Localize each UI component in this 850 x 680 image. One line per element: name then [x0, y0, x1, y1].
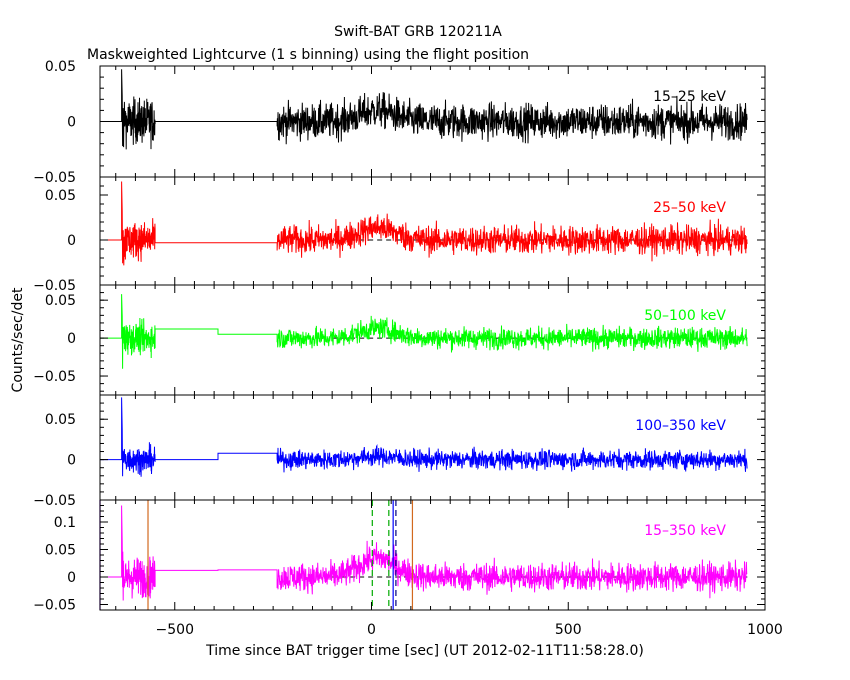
series-100–350 keV — [100, 397, 748, 477]
y-tick-label: −0.05 — [33, 493, 76, 509]
series-50–100 keV — [100, 294, 748, 369]
x-axis: −500 0 500 1000 — [156, 622, 783, 638]
y-tick-label: 0 — [67, 331, 76, 347]
y-tick-label: 0.05 — [45, 59, 76, 75]
panel-3-data — [100, 294, 748, 369]
y-tick-label: 0.05 — [45, 412, 76, 428]
y-tick-label: 0.05 — [45, 293, 76, 309]
x-tick-label: 1000 — [747, 622, 783, 638]
y-tick-label: 0.1 — [54, 515, 76, 531]
x-tick-label: 0 — [367, 622, 376, 638]
y-tick-label: −0.05 — [33, 278, 76, 294]
y-tick-label: −0.05 — [33, 598, 76, 614]
chart-title: Swift-BAT GRB 120211A — [334, 24, 502, 40]
panel-2-data — [100, 181, 748, 266]
x-tick-label: −500 — [156, 622, 194, 638]
y-tick-label: 0 — [67, 115, 76, 131]
chart-subtitle: Maskweighted Lightcurve (1 s binning) us… — [87, 47, 529, 63]
band-label: 15–350 keV — [644, 523, 726, 539]
band-label: 15–25 keV — [653, 89, 726, 105]
panel-4-data — [100, 397, 748, 477]
panel-5: −0.05 0 0.05 0.1 15–350 keV — [33, 499, 766, 614]
band-label: 100–350 keV — [635, 418, 726, 434]
series-25–50 keV — [100, 181, 748, 266]
panel-1-data — [100, 69, 748, 150]
y-tick-label: 0.05 — [45, 543, 76, 559]
y-tick-label: −0.05 — [33, 170, 76, 186]
panel-frame — [99, 394, 766, 501]
y-tick-label: 0 — [67, 570, 76, 586]
x-tick-label: 500 — [555, 622, 582, 638]
y-tick-label: −0.05 — [33, 369, 76, 385]
x-axis-label: Time since BAT trigger time [sec] (UT 20… — [205, 643, 644, 659]
panel-4: −0.05 0 0.05 100–350 keV — [33, 394, 766, 509]
band-label: 25–50 keV — [653, 200, 726, 216]
panel-3: −0.05 0 0.05 50–100 keV — [33, 284, 766, 396]
panel-2: −0.05 0 0.05 25–50 keV — [33, 176, 766, 294]
panel-frame — [99, 499, 766, 611]
series-15–25 keV — [100, 69, 748, 150]
band-label: 50–100 keV — [644, 308, 726, 324]
panel-1: −0.05 0 0.05 15–25 keV — [33, 59, 766, 186]
series-15–350 keV — [100, 505, 748, 601]
y-tick-label: 0.05 — [45, 188, 76, 204]
panel-5-data — [100, 505, 748, 601]
y-tick-label: 0 — [67, 233, 76, 249]
y-axis-label: Counts/sec/det — [10, 287, 26, 392]
y-tick-label: 0 — [67, 453, 76, 469]
